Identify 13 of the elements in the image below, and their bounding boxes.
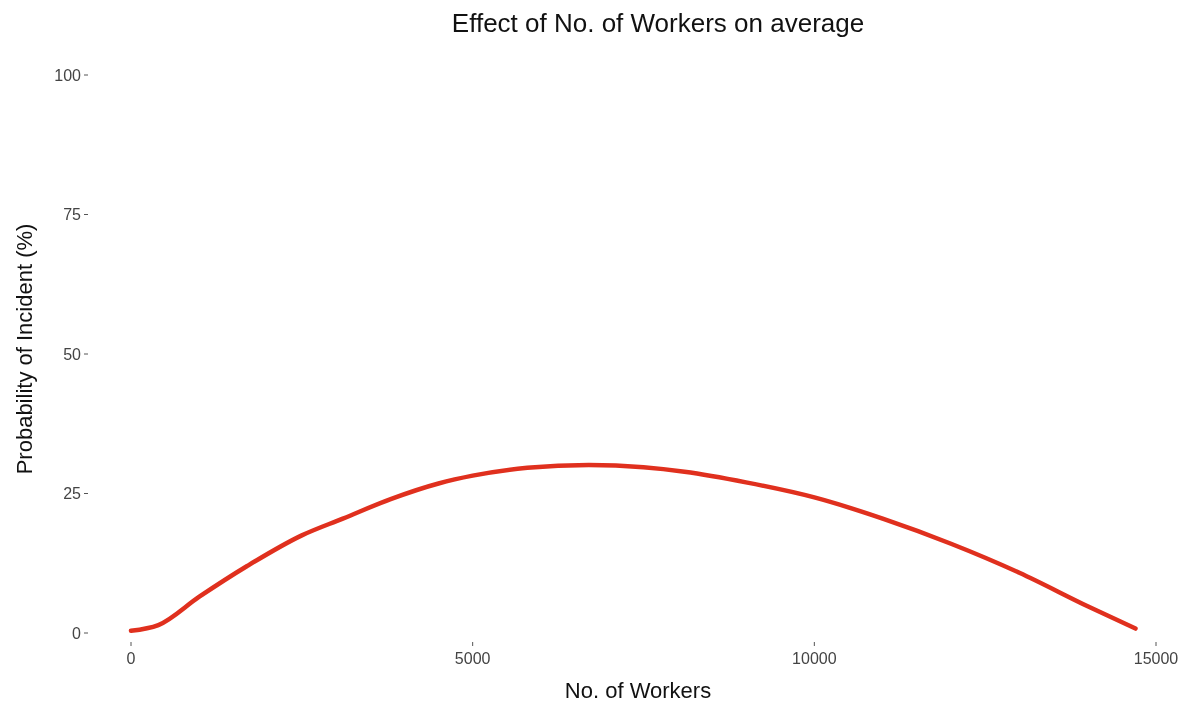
x-tick-label: 15000 <box>1133 650 1179 667</box>
x-tick-label: 0 <box>126 650 136 667</box>
line-series <box>128 462 1138 634</box>
chart-title: Effect of No. of Workers on average <box>451 8 865 38</box>
y-tick-label: 75 <box>63 206 82 224</box>
y-tick-label: 25 <box>63 485 82 503</box>
x-tick-label: 5000 <box>454 650 491 667</box>
y-axis-title: Probability of Incident (%) <box>12 223 37 475</box>
y-tick-label: 0 <box>72 624 82 642</box>
x-tick-label: 10000 <box>792 650 837 667</box>
x-axis-title: No. of Workers <box>564 678 712 703</box>
y-tick-label: 50 <box>63 345 82 363</box>
y-tick-label: 100 <box>54 66 82 84</box>
